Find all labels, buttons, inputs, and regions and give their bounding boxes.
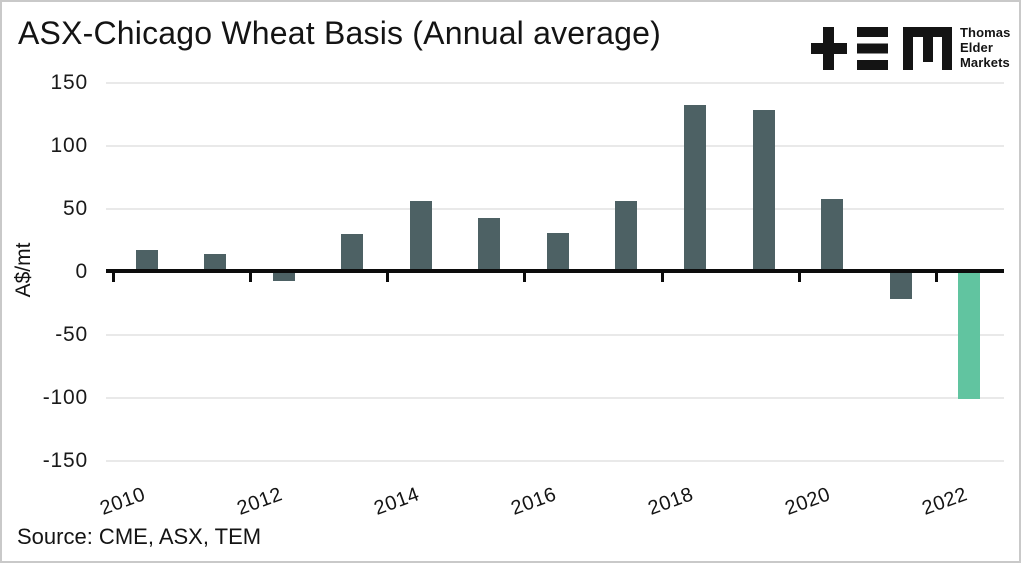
tem-logo: Thomas Elder Markets xyxy=(810,24,1010,72)
x-axis-line xyxy=(106,269,1004,273)
x-tick-label-2022: 2022 xyxy=(919,483,971,520)
x-axis-tick-2018 xyxy=(660,272,664,282)
x-axis-tick-2010 xyxy=(112,272,116,282)
bar-2021 xyxy=(889,271,912,300)
logo-plus-horizontal xyxy=(811,43,847,54)
logo-line-elder: Elder xyxy=(960,40,994,55)
bar-2011 xyxy=(204,254,227,272)
y-tick-label-100: 100 xyxy=(50,133,88,157)
logo-line-markets: Markets xyxy=(960,55,1010,70)
x-axis-tick-2014 xyxy=(386,272,390,282)
bar-2018 xyxy=(684,105,707,272)
gridline--150 xyxy=(106,459,1004,462)
source-note: Source: CME, ASX, TEM xyxy=(17,524,262,549)
x-axis-tick-2022 xyxy=(934,272,938,282)
y-tick-label--50: -50 xyxy=(55,322,88,346)
x-axis-tick-2020 xyxy=(797,272,801,282)
logo-wordmark: Thomas Elder Markets xyxy=(960,25,1010,70)
y-tick-label-150: 150 xyxy=(50,70,88,94)
x-tick-label-2018: 2018 xyxy=(645,483,697,520)
y-tick-label--150: -150 xyxy=(42,448,88,472)
y-tick-label-50: 50 xyxy=(63,196,88,220)
bar-2012 xyxy=(272,271,295,281)
gridline-50 xyxy=(106,207,1004,210)
bar-2019 xyxy=(752,110,775,272)
gridline-100 xyxy=(106,144,1004,147)
logo-xi-bar-top xyxy=(857,27,888,37)
bar-2017 xyxy=(615,201,638,272)
chart-title: ASX-Chicago Wheat Basis (Annual average) xyxy=(18,15,661,51)
bar-2013 xyxy=(341,233,364,272)
logo-xi-bar-middle xyxy=(857,43,888,54)
bar-2022 xyxy=(958,271,981,399)
x-axis-tick-2016 xyxy=(523,272,527,282)
gridline--50 xyxy=(106,333,1004,336)
x-tick-label-2020: 2020 xyxy=(782,483,834,520)
x-tick-label-2014: 2014 xyxy=(371,483,423,520)
y-tick-label--100: -100 xyxy=(42,385,88,409)
x-tick-label-2016: 2016 xyxy=(508,483,560,520)
gridline--100 xyxy=(106,396,1004,399)
x-tick-label-2010: 2010 xyxy=(96,483,149,520)
bar-2016 xyxy=(546,232,569,272)
logo-m-glyph xyxy=(903,27,952,70)
bar-2020 xyxy=(821,198,844,272)
bar-2010 xyxy=(135,250,158,272)
logo-line-thomas: Thomas xyxy=(960,25,1011,40)
bar-2015 xyxy=(478,217,501,272)
logo-xi-bar-bottom xyxy=(857,60,888,70)
x-tick-label-2012: 2012 xyxy=(233,483,286,520)
bar-2014 xyxy=(409,201,432,272)
tem-logo-mark-icon xyxy=(811,27,952,70)
bar-chart: A$/mt 150 100 50 0 -50 -100 -150 2010 2012 2014 20… xyxy=(2,2,1019,561)
y-tick-label-0: 0 xyxy=(75,259,88,283)
x-axis-tick-2012 xyxy=(249,272,253,282)
gridline-150 xyxy=(106,81,1004,84)
